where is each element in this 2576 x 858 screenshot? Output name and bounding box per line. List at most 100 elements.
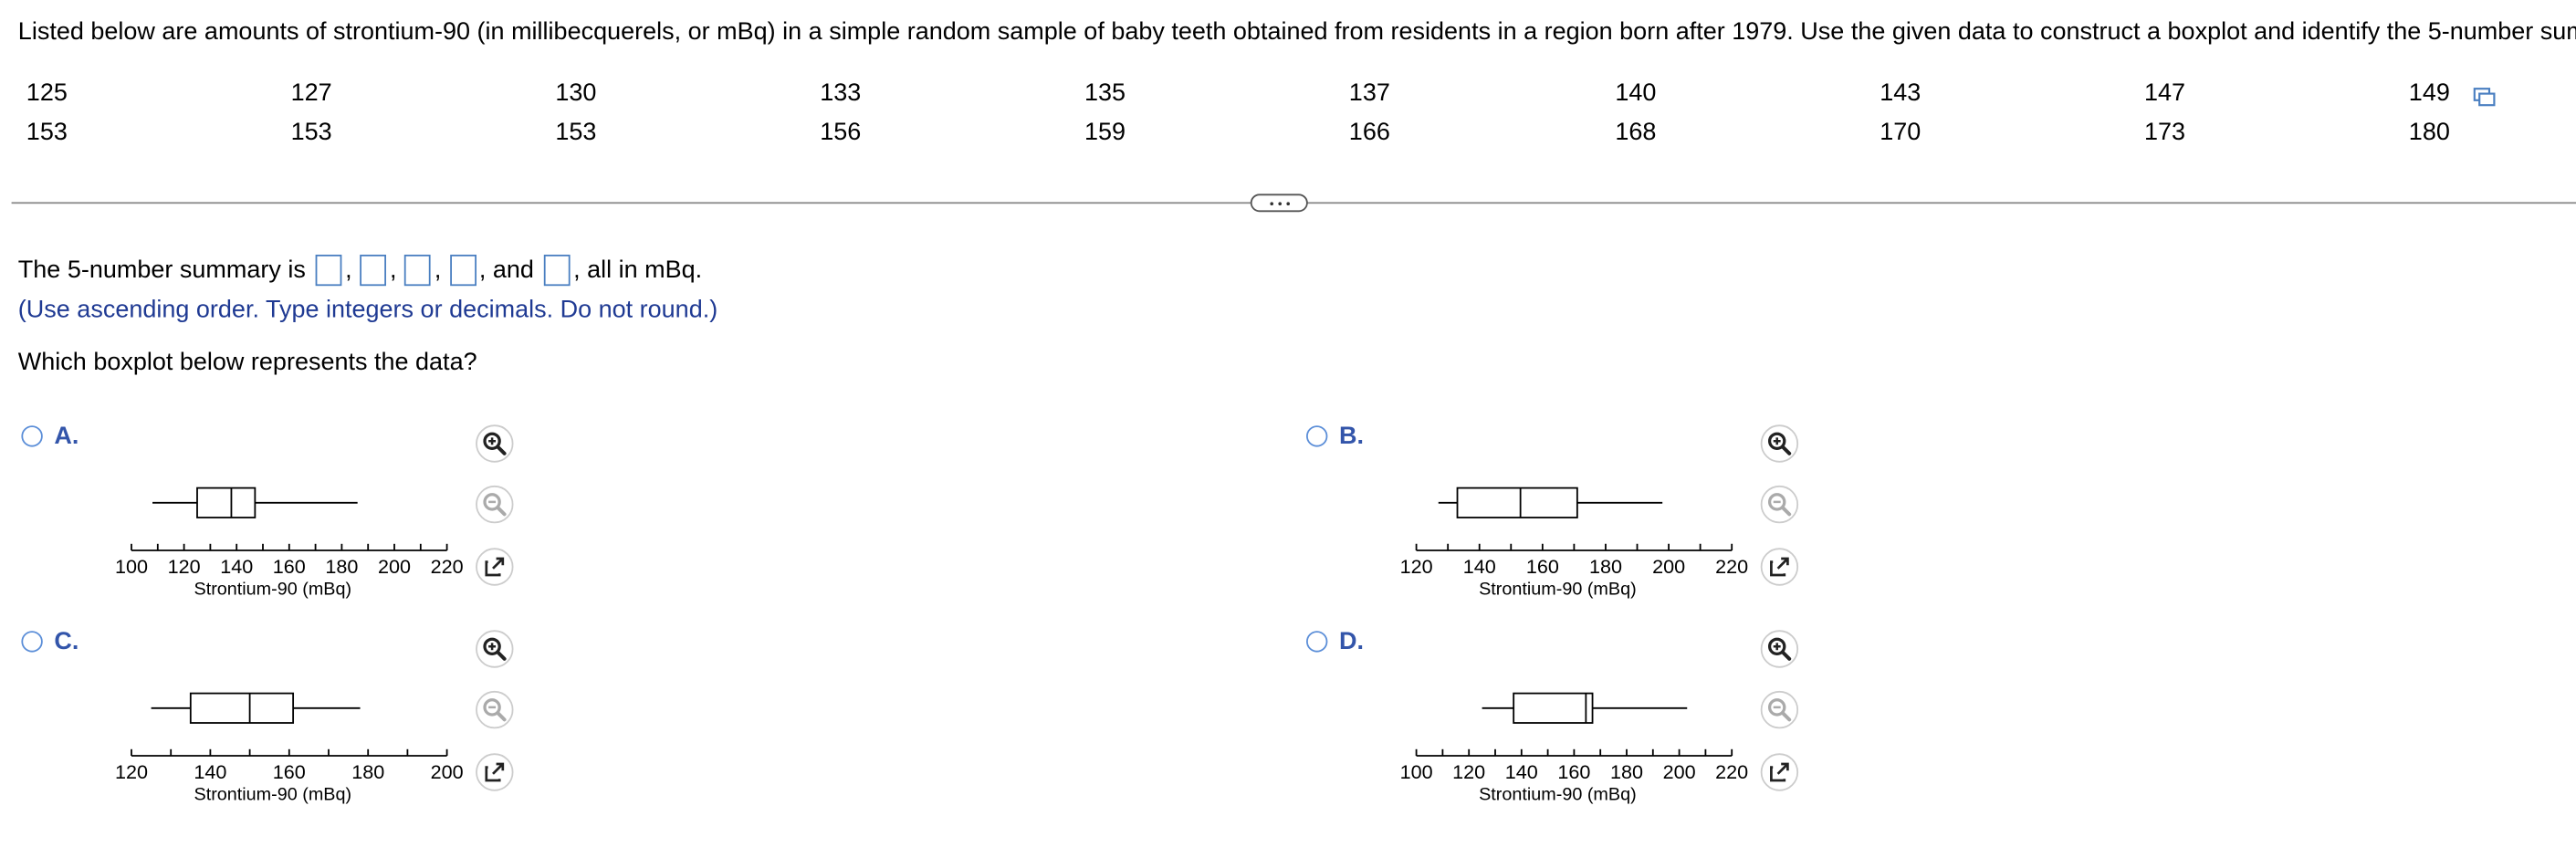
popout-icon[interactable] xyxy=(1760,752,1799,791)
popout-icon[interactable] xyxy=(475,547,514,586)
tick-label: 100 xyxy=(115,555,148,578)
tick-label: 220 xyxy=(1715,760,1748,783)
comma: , xyxy=(390,256,397,285)
tick-label: 120 xyxy=(1452,760,1485,783)
data-value: 149 xyxy=(2408,78,2450,107)
tick-label: 140 xyxy=(1505,760,1538,783)
option-letter: C. xyxy=(54,627,79,656)
data-value: 135 xyxy=(1084,78,1126,107)
copy-icon[interactable] xyxy=(2473,86,2496,109)
tick-label: 180 xyxy=(325,555,358,578)
tick-label: 200 xyxy=(1663,760,1696,783)
question-text: Listed below are amounts of strontium-90… xyxy=(17,17,2576,47)
tick-label: 140 xyxy=(1463,555,1496,578)
five-number-summary: The 5-number summary is , , , , and , al… xyxy=(17,255,703,287)
data-row-2: 153 153 153 156 159 166 168 170 173 180 xyxy=(0,119,2576,152)
option-a[interactable]: A. xyxy=(21,422,79,451)
tick-label: 200 xyxy=(1652,555,1685,578)
tick-label: 120 xyxy=(115,760,148,783)
tick-label: 140 xyxy=(194,760,226,783)
tick-label: 160 xyxy=(273,760,306,783)
tick-label: 180 xyxy=(1589,555,1622,578)
data-row-1: 125 127 130 133 135 137 140 143 147 149 xyxy=(0,78,2576,111)
comma: , xyxy=(345,256,352,285)
which-question: Which boxplot below represents the data? xyxy=(17,348,477,377)
x-axis-label: Strontium-90 (mBq) xyxy=(1479,785,1637,805)
answer-median-input[interactable] xyxy=(404,255,432,287)
data-value: 170 xyxy=(1880,118,1922,147)
data-value: 168 xyxy=(1615,118,1657,147)
data-value: 143 xyxy=(1880,78,1922,107)
x-axis-label: Strontium-90 (mBq) xyxy=(194,785,352,805)
data-value: 140 xyxy=(1615,78,1657,107)
data-value: 125 xyxy=(26,78,68,107)
data-value: 137 xyxy=(1348,78,1390,107)
radio-c[interactable] xyxy=(21,631,43,653)
data-value: 153 xyxy=(555,118,597,147)
data-value: 159 xyxy=(1084,118,1126,147)
and-text: , and xyxy=(478,256,534,285)
tick-label: 200 xyxy=(378,555,411,578)
boxplot-c: 120 140 160 180 200 Strontium-90 (mBq) xyxy=(115,692,464,805)
radio-b[interactable] xyxy=(1306,425,1328,447)
data-value: 173 xyxy=(2144,118,2186,147)
option-b[interactable]: B. xyxy=(1306,422,1364,451)
zoom-in-icon[interactable] xyxy=(475,424,514,463)
data-value: 156 xyxy=(820,118,862,147)
zoom-out-icon[interactable] xyxy=(475,690,514,729)
summary-suffix: , all in mBq. xyxy=(573,256,703,285)
x-axis-label: Strontium-90 (mBq) xyxy=(1479,580,1637,600)
comma: , xyxy=(434,256,442,285)
zoom-in-icon[interactable] xyxy=(1760,629,1799,668)
data-value: 147 xyxy=(2144,78,2186,107)
boxplot-a: 100 120 140 160 180 200 220 Strontium-90 (mBq) xyxy=(115,487,464,600)
box-iqr xyxy=(189,692,295,724)
tick-label: 120 xyxy=(1400,555,1433,578)
boxplot-b: 120 140 160 180 200 220 Strontium-90 (mBq) xyxy=(1400,487,1748,600)
data-value: 153 xyxy=(26,118,68,147)
tick-label: 200 xyxy=(431,760,464,783)
box-iqr xyxy=(1513,692,1594,724)
box-iqr xyxy=(196,487,257,518)
tick-label: 160 xyxy=(273,555,306,578)
zoom-in-icon[interactable] xyxy=(475,629,514,668)
summary-prefix: The 5-number summary is xyxy=(17,256,306,285)
option-letter: B. xyxy=(1339,422,1364,451)
tick-label: 160 xyxy=(1526,555,1559,578)
data-value: 133 xyxy=(820,78,862,107)
option-letter: A. xyxy=(54,422,79,451)
hint-text: (Use ascending order. Type integers or d… xyxy=(17,296,718,324)
boxplot-d: 100 120 140 160 180 200 220 Strontium-90 (mBq) xyxy=(1400,692,1748,805)
tick-label: 220 xyxy=(431,555,464,578)
radio-a[interactable] xyxy=(21,425,43,447)
popout-icon[interactable] xyxy=(1760,547,1799,586)
answer-max-input[interactable] xyxy=(543,255,571,287)
zoom-in-icon[interactable] xyxy=(1760,424,1799,463)
data-value: 127 xyxy=(290,78,332,107)
tick-label: 100 xyxy=(1400,760,1433,783)
option-letter: D. xyxy=(1339,627,1364,656)
tick-label: 120 xyxy=(168,555,201,578)
zoom-out-icon[interactable] xyxy=(1760,690,1799,729)
x-axis-label: Strontium-90 (mBq) xyxy=(194,580,352,600)
data-value: 166 xyxy=(1348,118,1390,147)
popout-icon[interactable] xyxy=(475,752,514,791)
zoom-out-icon[interactable] xyxy=(475,485,514,524)
answer-min-input[interactable] xyxy=(315,255,342,287)
data-value: 180 xyxy=(2408,118,2450,147)
expand-more-button[interactable] xyxy=(1250,194,1308,213)
data-value: 130 xyxy=(555,78,597,107)
tick-label: 180 xyxy=(1610,760,1643,783)
tick-label: 180 xyxy=(351,760,384,783)
option-d[interactable]: D. xyxy=(1306,627,1364,656)
tick-label: 160 xyxy=(1557,760,1590,783)
tick-label: 140 xyxy=(220,555,253,578)
box-iqr xyxy=(1456,487,1578,518)
radio-d[interactable] xyxy=(1306,631,1328,653)
data-value: 153 xyxy=(290,118,332,147)
answer-q3-input[interactable] xyxy=(449,255,476,287)
answer-q1-input[interactable] xyxy=(360,255,387,287)
zoom-out-icon[interactable] xyxy=(1760,485,1799,524)
option-c[interactable]: C. xyxy=(21,627,79,656)
tick-label: 220 xyxy=(1715,555,1748,578)
